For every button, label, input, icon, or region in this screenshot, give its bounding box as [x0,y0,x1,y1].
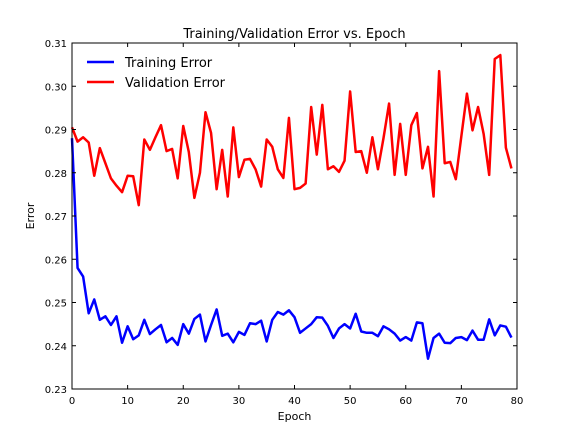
y-tick-label: 0.31 [45,39,67,50]
x-tick-label: 40 [288,396,301,407]
x-tick-label: 10 [121,396,134,407]
x-tick-label: 30 [233,396,246,407]
y-tick-label: 0.28 [45,169,67,180]
y-tick-label: 0.25 [45,299,67,310]
x-tick-label: 80 [511,396,524,407]
legend-label-1: Validation Error [125,76,226,91]
axes-layer: 0 10 20 30 40 50 60 70 80 0.23 0.24 0.25 0.26 0.27 0.2… [45,39,524,407]
chart-title: Training/Validation Error vs. Epoch [182,27,405,42]
x-tick-label: 50 [344,396,357,407]
series-line-1 [70,53,513,207]
x-axis-label: Epoch [278,410,312,423]
y-tick-label: 0.27 [45,212,67,223]
legend-label-0: Training Error [124,56,213,71]
series-line-0 [70,138,513,360]
x-tick-label: 20 [177,396,190,407]
y-tick-label: 0.26 [45,255,67,266]
y-tick-label: 0.29 [45,126,67,137]
series-layer [70,53,513,360]
x-tick-label: 0 [69,396,75,407]
x-tick-label: 60 [399,396,412,407]
x-tick-label: 70 [455,396,468,407]
legend: Training Error Validation Error [87,56,226,91]
y-tick-label: 0.30 [45,82,67,93]
y-tick-label: 0.23 [45,385,67,396]
y-axis-label: Error [24,202,37,229]
y-tick-label: 0.24 [45,342,67,353]
